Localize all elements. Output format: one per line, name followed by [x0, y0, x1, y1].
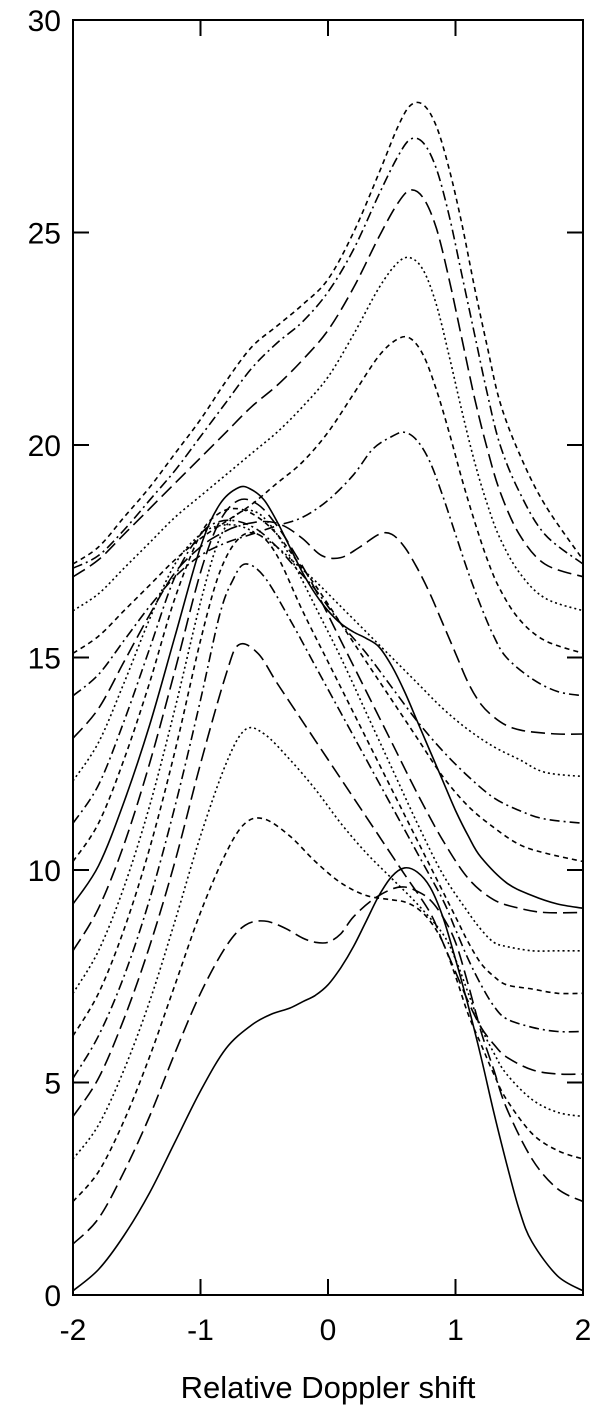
- series-line-8: [72, 509, 583, 994]
- series-line-10: [72, 485, 584, 910]
- series-line-12: [72, 519, 584, 825]
- series-line-18: [72, 189, 584, 578]
- series-line-15: [72, 431, 584, 697]
- series-line-20: [72, 101, 584, 565]
- series-line-13: [72, 523, 584, 782]
- series-lines: [72, 101, 584, 1292]
- y-tick-label: 25: [28, 218, 61, 251]
- series-line-19: [72, 137, 584, 569]
- y-tick-label: 0: [44, 1280, 61, 1313]
- series-line-11: [72, 507, 584, 863]
- series-line-3: [72, 817, 584, 1203]
- x-axis-label: Relative Doppler shift: [181, 1370, 476, 1405]
- series-line-6: [72, 563, 584, 1079]
- x-tick-label: 2: [575, 1314, 592, 1347]
- series-line-17: [72, 256, 584, 612]
- y-tick-label: 15: [28, 643, 61, 676]
- x-tick-label: 0: [320, 1314, 337, 1347]
- series-line-16: [72, 335, 584, 655]
- y-tick-label: 20: [28, 430, 61, 463]
- series-line-2: [72, 886, 584, 1245]
- series-line-4: [72, 726, 584, 1160]
- series-line-14: [72, 520, 584, 739]
- series-line-9: [72, 498, 584, 952]
- x-tick-label: 1: [447, 1314, 464, 1347]
- series-line-7: [72, 531, 584, 1037]
- y-tick-label: 5: [44, 1068, 61, 1101]
- x-tick-label: -1: [187, 1314, 214, 1347]
- y-tick-label: 10: [28, 855, 61, 888]
- y-tick-label: 30: [28, 5, 61, 38]
- x-tick-label: -2: [60, 1314, 87, 1347]
- series-line-1: [72, 866, 584, 1292]
- series-line-5: [72, 642, 584, 1117]
